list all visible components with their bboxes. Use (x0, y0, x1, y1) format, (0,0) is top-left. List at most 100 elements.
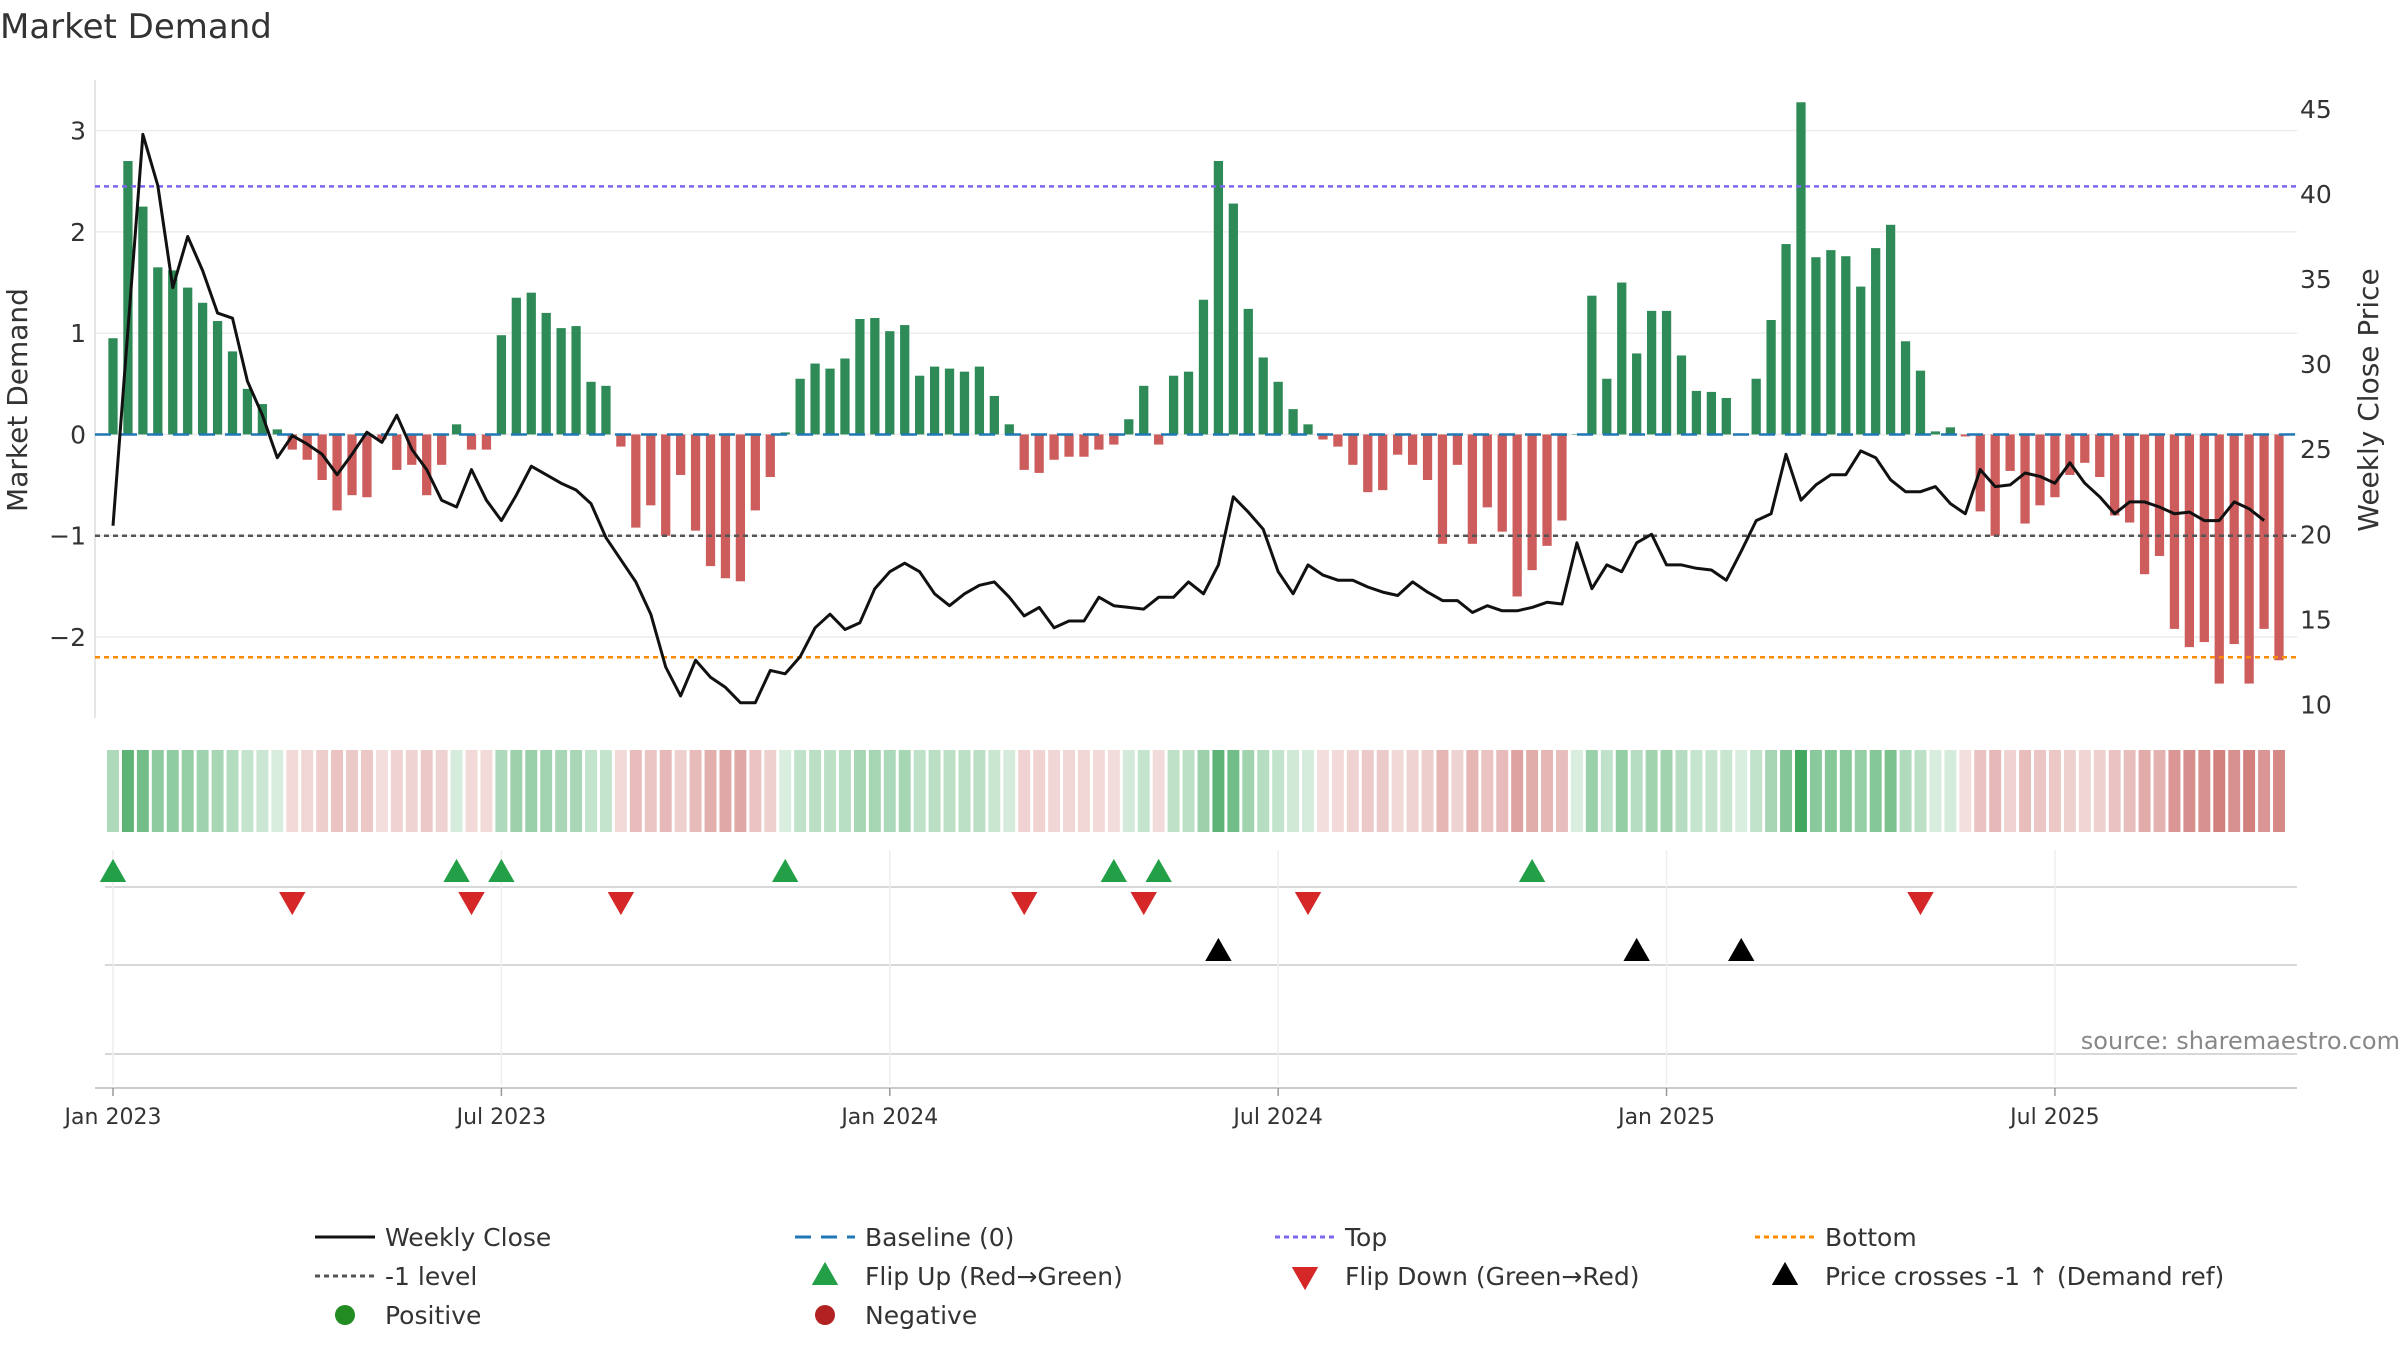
demand-bar (900, 325, 910, 435)
strip-cell (1824, 750, 1837, 832)
strip-cell (674, 750, 687, 832)
strip-cell (585, 750, 597, 832)
strip-cell (286, 750, 299, 832)
strip-cell (1884, 750, 1897, 832)
y2-tick-label: 40 (2300, 180, 2332, 209)
demand-bar (631, 434, 641, 528)
strip-cell (2034, 750, 2046, 832)
demand-bar (1378, 434, 1388, 491)
flip-up-marker (443, 858, 470, 882)
strip-cell (1854, 750, 1867, 832)
strip-cell (1316, 750, 1329, 832)
strip-cell (809, 750, 822, 832)
demand-bar (1288, 409, 1298, 435)
x-tick-label: Jan 2024 (839, 1105, 938, 1130)
strip-cell (1391, 750, 1404, 832)
strip-cell (1451, 750, 1464, 832)
strip-cell (1361, 750, 1374, 832)
demand-bar (1467, 434, 1477, 544)
strip-cell (525, 750, 538, 832)
legend-item: Price crosses -1 ↑ (Demand ref) (1771, 1261, 2224, 1291)
strip-cell (1750, 750, 1763, 832)
demand-bar (1079, 434, 1089, 457)
strip-cell (405, 750, 418, 832)
legend-swatch (815, 1305, 835, 1325)
strip-cell (241, 750, 254, 832)
strip-cell (913, 750, 926, 832)
strip-cell (196, 750, 209, 832)
demand-bar (1004, 424, 1014, 435)
strip-cell (1092, 750, 1105, 832)
strip-cell (510, 750, 523, 832)
flip-up-marker (1145, 858, 1172, 882)
demand-heat-strip (107, 750, 2285, 832)
strip-cell (943, 750, 956, 832)
demand-bar (1691, 390, 1702, 435)
strip-cell (1929, 750, 1942, 832)
strip-cell (2138, 750, 2151, 832)
strip-cell (2258, 750, 2271, 832)
strip-cell (853, 750, 866, 832)
demand-bar (571, 326, 581, 435)
strip-cell (480, 750, 493, 832)
strip-cell (1287, 750, 1300, 832)
y-axis-label: Market Demand (1, 288, 34, 512)
strip-cell (1735, 750, 1748, 832)
flip-down-marker (1907, 892, 1934, 916)
strip-cell (764, 750, 777, 832)
strip-cell (1466, 750, 1479, 832)
price-cross-marker (1205, 937, 1232, 961)
strip-cell (2183, 750, 2196, 832)
demand-bar (1527, 434, 1537, 571)
strip-cell (2048, 750, 2061, 832)
demand-bar (481, 434, 492, 450)
strip-cell (1197, 750, 1210, 832)
demand-bar (377, 434, 387, 440)
demand-bar (1407, 434, 1418, 465)
strip-cell (1272, 750, 1285, 832)
strip-cell (495, 750, 508, 832)
demand-bar (2080, 434, 2090, 463)
strip-cell (2213, 750, 2226, 832)
demand-bar (1273, 381, 1283, 435)
legend-label: -1 level (385, 1262, 477, 1291)
strip-cell (659, 750, 672, 832)
demand-bar (1109, 434, 1119, 445)
legend-label: Bottom (1825, 1223, 1917, 1252)
strip-cell (1436, 750, 1449, 832)
strip-cell (794, 750, 807, 832)
demand-bar (676, 434, 686, 475)
demand-bar (616, 434, 626, 447)
strip-cell (1167, 750, 1180, 832)
demand-bar (1602, 378, 1612, 435)
strip-cell (1600, 750, 1613, 832)
demand-bar (2050, 434, 2060, 498)
flip-down-marker (279, 892, 306, 916)
demand-bar (272, 429, 282, 435)
strip-cell (465, 750, 478, 832)
strip-cell (331, 750, 344, 832)
strip-cell (1137, 750, 1150, 832)
demand-bar (466, 434, 477, 450)
demand-bar (1213, 161, 1224, 435)
strip-cell (1182, 750, 1195, 832)
demand-bar (1228, 203, 1238, 435)
strip-cell (1242, 750, 1255, 832)
strip-cell (2078, 750, 2091, 832)
x-tick-label: Jul 2023 (455, 1105, 547, 1130)
strip-cell (1331, 750, 1344, 832)
demand-bar (1930, 431, 1941, 435)
demand-bar (1826, 250, 1836, 435)
flip-down-marker (458, 892, 485, 916)
strip-cell (256, 750, 269, 832)
demand-bar (108, 338, 118, 435)
demand-bar (212, 321, 223, 435)
demand-bar (1034, 434, 1044, 473)
demand-bar (2154, 434, 2165, 556)
strip-cell (1780, 750, 1793, 832)
demand-bar (1811, 257, 1821, 435)
demand-bar (1781, 244, 1791, 435)
demand-bar (1557, 434, 1567, 521)
strip-cell (1302, 750, 1315, 832)
strip-cell (1496, 750, 1509, 832)
